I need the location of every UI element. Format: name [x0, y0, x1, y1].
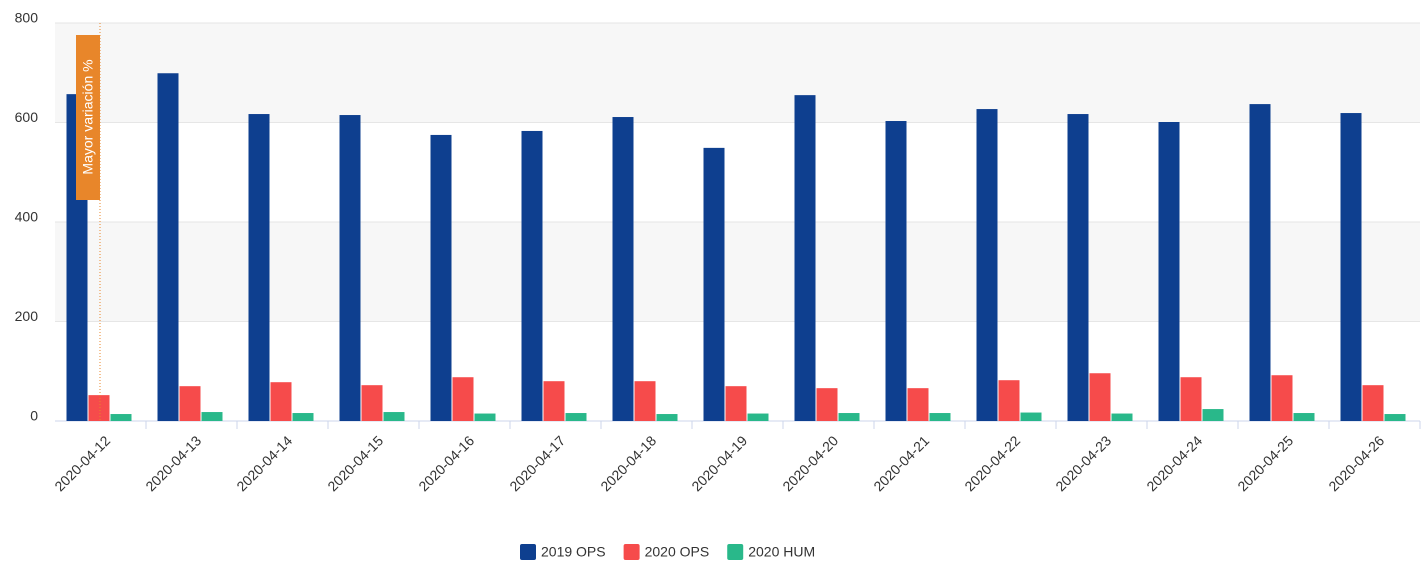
- bar: [816, 388, 838, 421]
- bar: [747, 413, 769, 421]
- annotation-box: [76, 35, 100, 200]
- bar: [725, 386, 747, 421]
- legend-swatch: [727, 544, 744, 560]
- x-tick-label: 2020-04-25: [1234, 432, 1296, 494]
- bar: [292, 413, 314, 421]
- x-tick-label: 2020-04-17: [506, 432, 568, 494]
- legend-item: 2020 HUM: [727, 544, 815, 560]
- legend-swatch: [520, 544, 536, 560]
- bar: [543, 381, 565, 421]
- bar: [1362, 385, 1384, 421]
- bar: [1384, 414, 1406, 421]
- bar: [656, 414, 678, 421]
- bar: [88, 395, 110, 421]
- y-tick-label: 600: [15, 109, 39, 125]
- bar: [1271, 375, 1293, 421]
- bar: [703, 147, 725, 421]
- bar: [1293, 413, 1315, 421]
- x-tick-label: 2020-04-24: [1143, 432, 1205, 494]
- bar: [998, 380, 1020, 421]
- bar: [1020, 412, 1042, 421]
- plot-band: [55, 222, 1420, 322]
- bar: [1249, 104, 1271, 421]
- bar: [110, 414, 132, 421]
- bar: [976, 109, 998, 421]
- bar: [157, 73, 179, 421]
- bar: [248, 114, 270, 421]
- bar: [907, 388, 929, 421]
- bar: [929, 413, 951, 421]
- legend-item: 2019 OPS: [520, 544, 606, 560]
- y-tick-label: 400: [15, 209, 39, 225]
- bar: [339, 115, 361, 421]
- bar: [885, 121, 907, 421]
- bar: [383, 412, 405, 421]
- bar: [270, 382, 292, 421]
- legend-label: 2020 OPS: [645, 544, 710, 560]
- bar: [361, 385, 383, 421]
- legend-label: 2020 HUM: [748, 544, 815, 560]
- legend-item: 2020 OPS: [623, 544, 710, 560]
- x-tick-label: 2020-04-13: [142, 432, 204, 494]
- x-tick-label: 2020-04-20: [779, 432, 841, 494]
- x-tick-label: 2020-04-16: [415, 432, 477, 494]
- bar: [1158, 122, 1180, 421]
- x-tick-label: 2020-04-26: [1325, 432, 1387, 494]
- bar: [794, 95, 816, 421]
- bar: [612, 117, 634, 421]
- x-tick-label: 2020-04-23: [1052, 432, 1114, 494]
- bar: [1111, 413, 1133, 421]
- bar: [634, 381, 656, 421]
- bar: [474, 413, 496, 421]
- x-tick-label: 2020-04-15: [324, 432, 386, 494]
- y-tick-label: 200: [15, 308, 39, 324]
- y-tick-label: 800: [15, 10, 39, 26]
- x-tick-label: 2020-04-22: [961, 432, 1023, 494]
- bar: [201, 412, 223, 421]
- y-tick-label: 0: [30, 408, 38, 424]
- bar: [179, 386, 201, 421]
- bar: [452, 377, 474, 421]
- annotation-label: Mayor variación %: [80, 59, 96, 174]
- x-tick-label: 2020-04-14: [233, 432, 295, 494]
- bar: [565, 413, 587, 421]
- plot-band: [55, 23, 1420, 123]
- legend-label: 2019 OPS: [541, 544, 606, 560]
- bar: [521, 130, 543, 421]
- bar: [1180, 377, 1202, 421]
- bar: [1202, 409, 1224, 421]
- bar: [1089, 373, 1111, 421]
- x-tick-label: 2020-04-18: [597, 432, 659, 494]
- bar: [838, 413, 860, 421]
- x-tick-label: 2020-04-21: [870, 432, 932, 494]
- x-tick-label: 2020-04-19: [688, 432, 750, 494]
- bar: [430, 134, 452, 421]
- bar: [1067, 114, 1089, 421]
- bar: [1340, 113, 1362, 422]
- x-tick-label: 2020-04-12: [51, 432, 113, 494]
- legend-swatch: [623, 544, 640, 560]
